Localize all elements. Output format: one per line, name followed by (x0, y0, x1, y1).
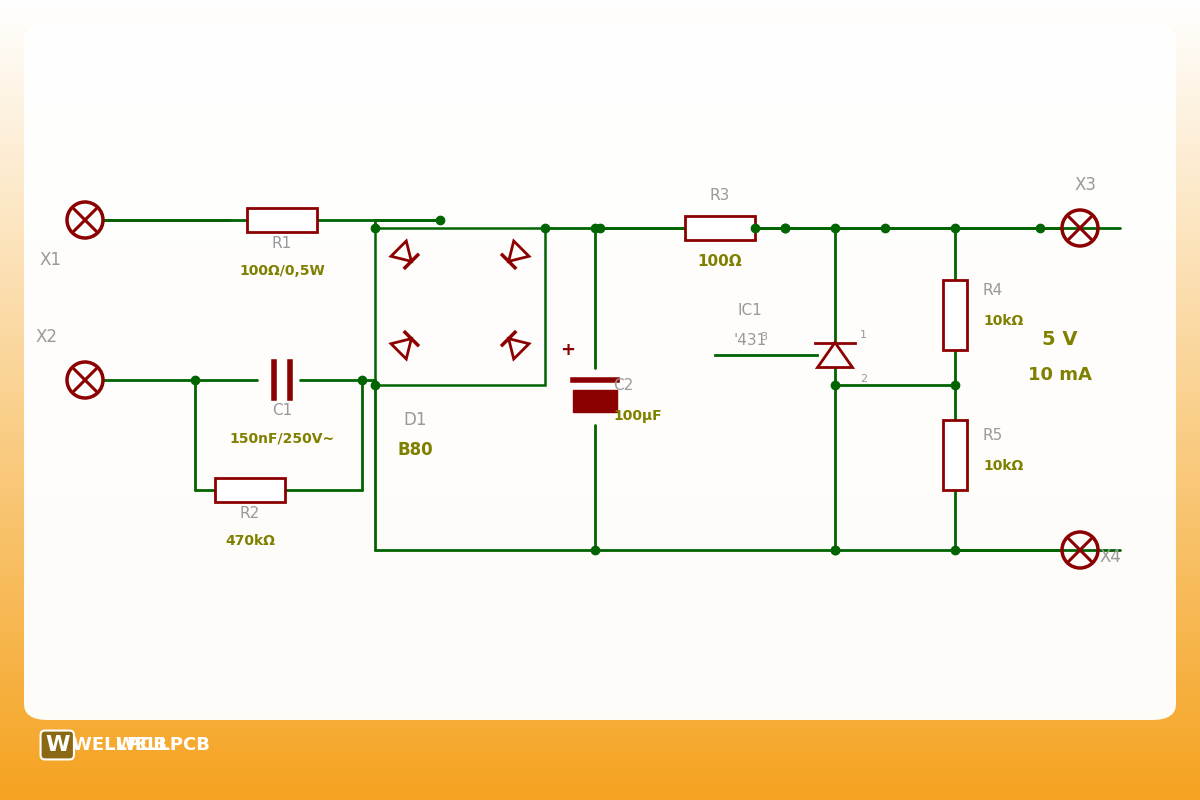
Text: W: W (46, 735, 70, 755)
Bar (943, 420, 967, 490)
Text: 150nF/250V~: 150nF/250V~ (229, 431, 335, 445)
Bar (943, 280, 967, 350)
Text: B80: B80 (397, 441, 433, 459)
Text: 100Ω: 100Ω (697, 254, 743, 269)
Bar (685, 216, 755, 240)
Text: Ⓦ WELLPCB: Ⓦ WELLPCB (55, 736, 167, 754)
Bar (247, 208, 317, 232)
Text: C1: C1 (272, 403, 292, 418)
Text: 3: 3 (760, 332, 767, 342)
Bar (374, 228, 545, 385)
Text: X3: X3 (1074, 176, 1096, 194)
Text: WELLPCB: WELLPCB (115, 736, 210, 754)
Text: 10 mA: 10 mA (1028, 366, 1092, 384)
Text: R2: R2 (240, 506, 260, 521)
Text: R4: R4 (983, 283, 1003, 298)
Text: IC1: IC1 (738, 303, 762, 318)
Text: 10kΩ: 10kΩ (983, 314, 1024, 328)
Text: X1: X1 (38, 251, 61, 269)
Text: +: + (560, 341, 575, 359)
Text: 470kΩ: 470kΩ (226, 534, 275, 548)
Text: 2: 2 (860, 374, 868, 385)
Text: 1: 1 (860, 330, 866, 339)
Text: 100μF: 100μF (613, 409, 661, 423)
Text: X4: X4 (1099, 548, 1121, 566)
Text: C2: C2 (613, 378, 634, 393)
Text: 100Ω/0,5W: 100Ω/0,5W (239, 264, 325, 278)
Text: 5 V: 5 V (1043, 330, 1078, 349)
Text: R1: R1 (272, 236, 292, 251)
Text: D1: D1 (403, 411, 427, 429)
Text: R3: R3 (710, 188, 730, 203)
Bar (215, 478, 286, 502)
Text: R5: R5 (983, 428, 1003, 443)
Bar (574, 390, 617, 412)
Text: '431: '431 (733, 333, 767, 348)
Text: 10kΩ: 10kΩ (983, 459, 1024, 473)
Text: X2: X2 (36, 328, 58, 346)
